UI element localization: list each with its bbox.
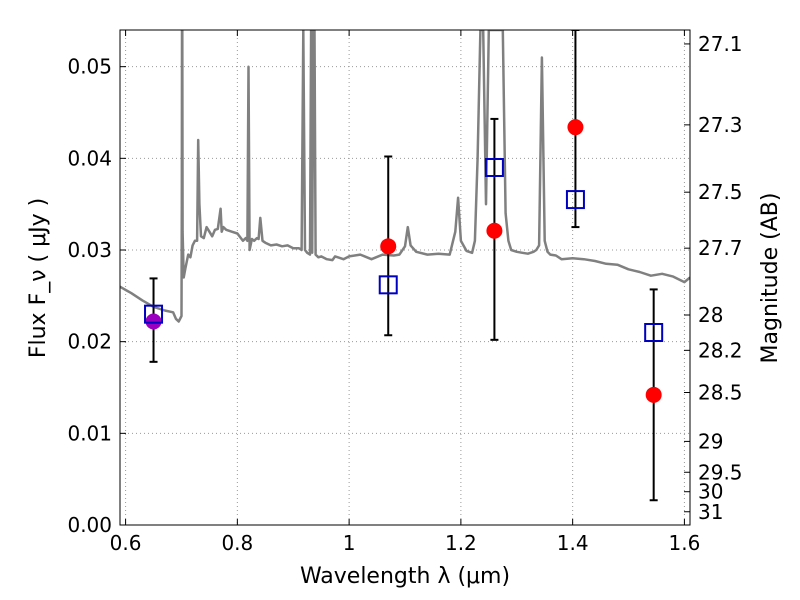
y2-tick-label: 29 [698,429,723,453]
model-photometry-point [484,158,504,177]
y2-axis-label: Magnitude (AB) [758,193,783,364]
y-axis-label: Flux F_ν ( μJy ) [26,198,51,358]
observed-point [645,386,662,403]
y2-tick-label: 27.7 [698,236,743,260]
observed-point [486,222,503,239]
observed-point [145,313,162,330]
x-axis-label: Wavelength λ (μm) [300,564,510,589]
observed-point [567,119,584,136]
model-photometry-point [644,323,664,342]
plot-area [120,30,690,502]
y-tick-label: 0.03 [67,238,112,262]
y-tick-label: 0.05 [67,55,112,79]
x-axis: 0.6 0.8 1 1.2 1.4 1.6 [110,30,701,555]
x-tick-label: 0.6 [110,531,142,555]
y2-tick-label: 27.1 [698,32,743,56]
y2-tick-label: 28 [698,303,723,327]
x-tick-label: 1.6 [669,531,701,555]
y-tick-label: 0.00 [67,513,112,537]
grid-lines [120,30,690,526]
x-tick-label: 1 [343,531,356,555]
x-tick-label: 1.4 [557,531,589,555]
model-photometry-point [378,275,398,295]
y2-tick-label: 28.2 [698,338,743,362]
axes-frame [119,29,691,526]
y2-tick-label: 27.5 [698,180,743,204]
y-axis: 0.00 0.01 0.02 0.03 0.04 0.05 [67,55,126,537]
model-spectrum-line [120,30,690,323]
y2-tick-label: 27.3 [698,113,743,137]
y2-tick-label: 30 [698,480,723,504]
x-tick-label: 0.8 [221,531,253,555]
x-tick-label: 1.2 [445,531,477,555]
y-tick-label: 0.01 [67,421,112,445]
y2-tick-label: 31 [698,500,723,524]
model-photometry-point [565,190,585,210]
observed-point [380,238,397,255]
y-tick-label: 0.02 [67,330,112,354]
model-photometry-point [144,304,164,324]
y2-tick-label: 29.5 [698,460,743,484]
y2-tick-label: 28.5 [698,381,743,405]
y-tick-label: 0.04 [67,146,112,170]
